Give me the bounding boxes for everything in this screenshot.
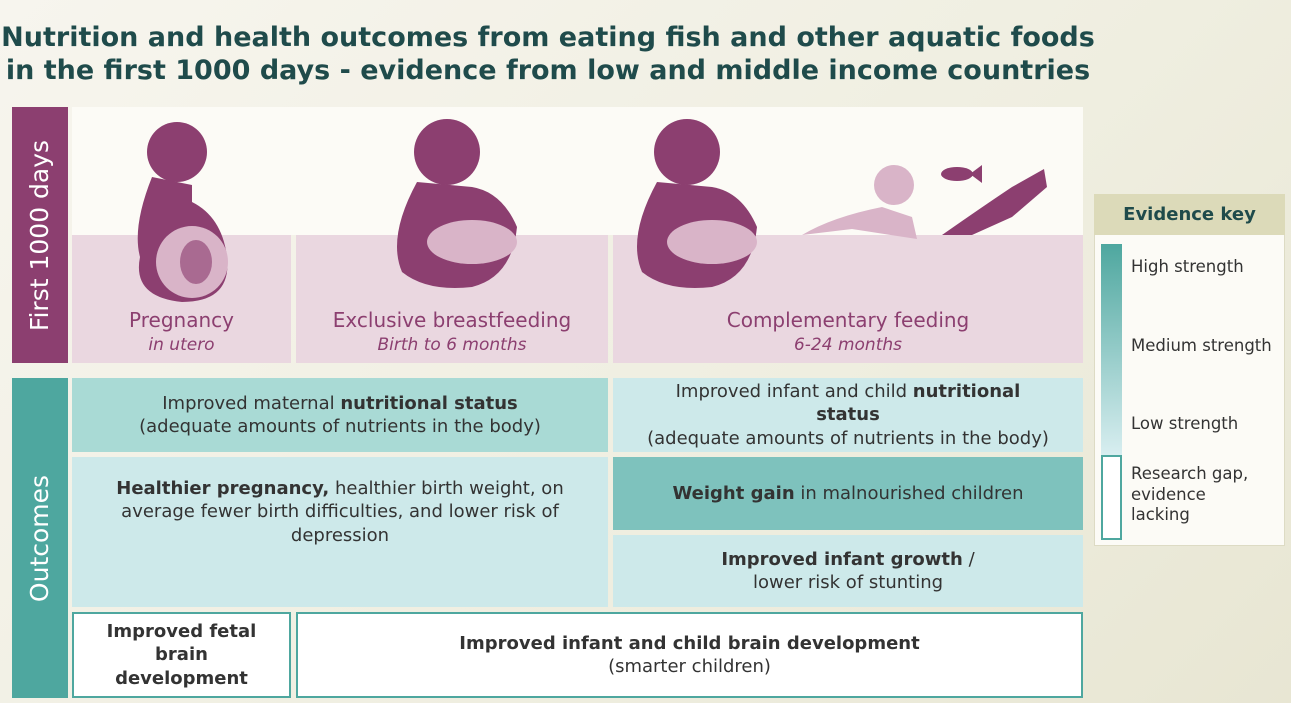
complementary-silhouette <box>637 119 1047 288</box>
outcomes-sidebar: Outcomes <box>12 378 68 698</box>
outcome-text: Weight gain <box>672 483 794 504</box>
outcome-text: Improved infant and child brain developm… <box>459 633 919 654</box>
key-gap-label: Research gap, evidence lacking <box>1131 464 1261 526</box>
infographic: Nutrition and health outcomes from eatin… <box>0 0 1291 703</box>
outcome-text: Improved infant and child <box>676 381 913 402</box>
outcome-text: (adequate amounts of nutrients in the bo… <box>139 416 541 437</box>
stage-name: Pregnancy <box>72 308 291 332</box>
outcome-line: lower risk of stunting <box>753 571 943 594</box>
outcome-cell: Improved infant growth /lower risk of st… <box>613 535 1083 607</box>
outcome-text: in malnourished children <box>795 483 1024 504</box>
title-line: Nutrition and health outcomes from eatin… <box>0 22 1096 53</box>
outcome-line: Improved infant growth / <box>721 548 974 571</box>
outcome-line: Healthier pregnancy, healthier birth wei… <box>102 477 578 547</box>
outcome-text: Healthier pregnancy, <box>116 478 329 499</box>
stage-period: Birth to 6 months <box>296 335 608 355</box>
outcome-text: / <box>963 549 975 570</box>
breastfeeding-silhouette <box>397 119 517 288</box>
outcome-cell: Healthier pregnancy, healthier birth wei… <box>72 457 608 607</box>
outcome-cell: Improved maternal nutritional status(ade… <box>72 378 608 452</box>
outcome-text: Improved maternal <box>162 393 340 414</box>
stage-period: in utero <box>72 335 291 355</box>
outcome-text: lower risk of stunting <box>753 572 943 593</box>
outcome-cell: Improved fetal brain development <box>72 612 291 698</box>
outcome-line: Improved maternal nutritional status <box>162 392 518 415</box>
outcome-text: (smarter children) <box>608 656 771 677</box>
key-level-label: Medium strength <box>1131 336 1272 355</box>
outcome-text: nutritional status <box>340 393 517 414</box>
outcome-cell: Weight gain in malnourished children <box>613 457 1083 530</box>
illustrations <box>72 107 1083 307</box>
outcome-line: Improved fetal brain development <box>104 620 259 690</box>
pregnant-silhouette <box>138 122 228 302</box>
stage-name: Complementary feeding <box>613 308 1083 332</box>
key-gradient <box>1101 244 1122 455</box>
outcome-line: Improved infant and child brain developm… <box>459 632 919 655</box>
key-level-label: High strength <box>1131 257 1244 276</box>
outcome-cell: Improved infant and child brain developm… <box>296 612 1083 698</box>
sidebar-label: Outcomes <box>26 474 55 601</box>
outcome-cell: Improved infant and child nutritional st… <box>613 378 1083 452</box>
outcome-text: Improved infant growth <box>721 549 963 570</box>
stage-period: 6-24 months <box>613 335 1083 355</box>
outcome-line: Improved infant and child nutritional st… <box>643 380 1053 427</box>
key-level-label: Low strength <box>1131 414 1238 433</box>
stage-name: Exclusive breastfeeding <box>296 308 608 332</box>
key-gap-swatch <box>1101 455 1122 540</box>
key-title: Evidence key <box>1094 194 1285 235</box>
stages-sidebar: First 1000 days <box>12 107 68 363</box>
sidebar-label: First 1000 days <box>26 139 55 330</box>
outcome-line: (adequate amounts of nutrients in the bo… <box>647 427 1049 450</box>
outcome-line: Weight gain in malnourished children <box>672 482 1023 505</box>
outcome-line: (adequate amounts of nutrients in the bo… <box>139 415 541 438</box>
title-line: in the first 1000 days - evidence from l… <box>0 55 1096 86</box>
outcome-line: (smarter children) <box>608 655 771 678</box>
outcome-text: (adequate amounts of nutrients in the bo… <box>647 428 1049 449</box>
outcome-text: Improved fetal brain development <box>107 621 263 689</box>
